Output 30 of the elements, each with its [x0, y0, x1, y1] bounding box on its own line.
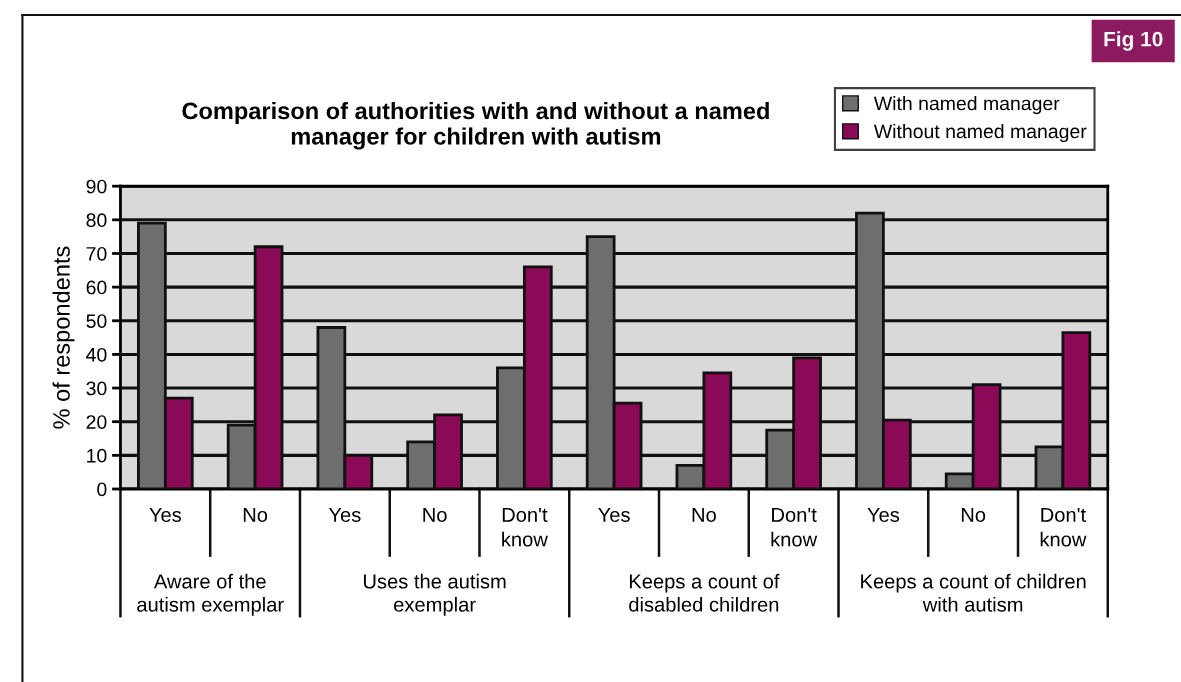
x-tick-label: No [692, 507, 716, 522]
text: Keeps a count of disabled children [629, 573, 780, 612]
x-tick-label: No [961, 507, 986, 522]
y-tick-label: 50 [86, 314, 107, 328]
y-tick-label: 80 [86, 213, 107, 228]
text: Aware of the autism exemplar [137, 573, 284, 616]
x-tick-label: Don't know [502, 507, 548, 547]
y-tick-label: 0 [97, 482, 107, 497]
y-tick-label: 20 [86, 415, 107, 429]
caption: Fig 10 [1104, 31, 1163, 51]
x-tick-label: Don't know [1040, 507, 1087, 547]
y-axis-title: % of respondents [52, 246, 75, 429]
x-tick-label: Don't know [771, 507, 818, 547]
text: Keeps a count of children with autism [861, 573, 1086, 612]
y-tick-label: 10 [87, 448, 107, 463]
text: Uses the autism exemplar [363, 573, 506, 616]
x-tick-label: Yes [328, 507, 361, 522]
legend-label: With named manager [873, 96, 1060, 115]
y-tick-label: 30 [86, 381, 107, 396]
x-tick-label: No [243, 507, 268, 522]
x-tick-label: No [423, 507, 447, 522]
x-tick-label: Yes [598, 507, 630, 522]
y-tick-label: 60 [86, 280, 107, 295]
y-tick-label: 90 [86, 179, 107, 194]
y-tick-label: 40 [86, 347, 107, 362]
y-tick-label: 70 [86, 246, 107, 261]
legend-label: Without named manager [873, 123, 1087, 143]
x-tick-label: Yes [867, 507, 900, 522]
x-tick-label: Yes [149, 507, 182, 522]
chart-title: Comparison of authorities with and without a named manager for children with autism [182, 101, 769, 150]
